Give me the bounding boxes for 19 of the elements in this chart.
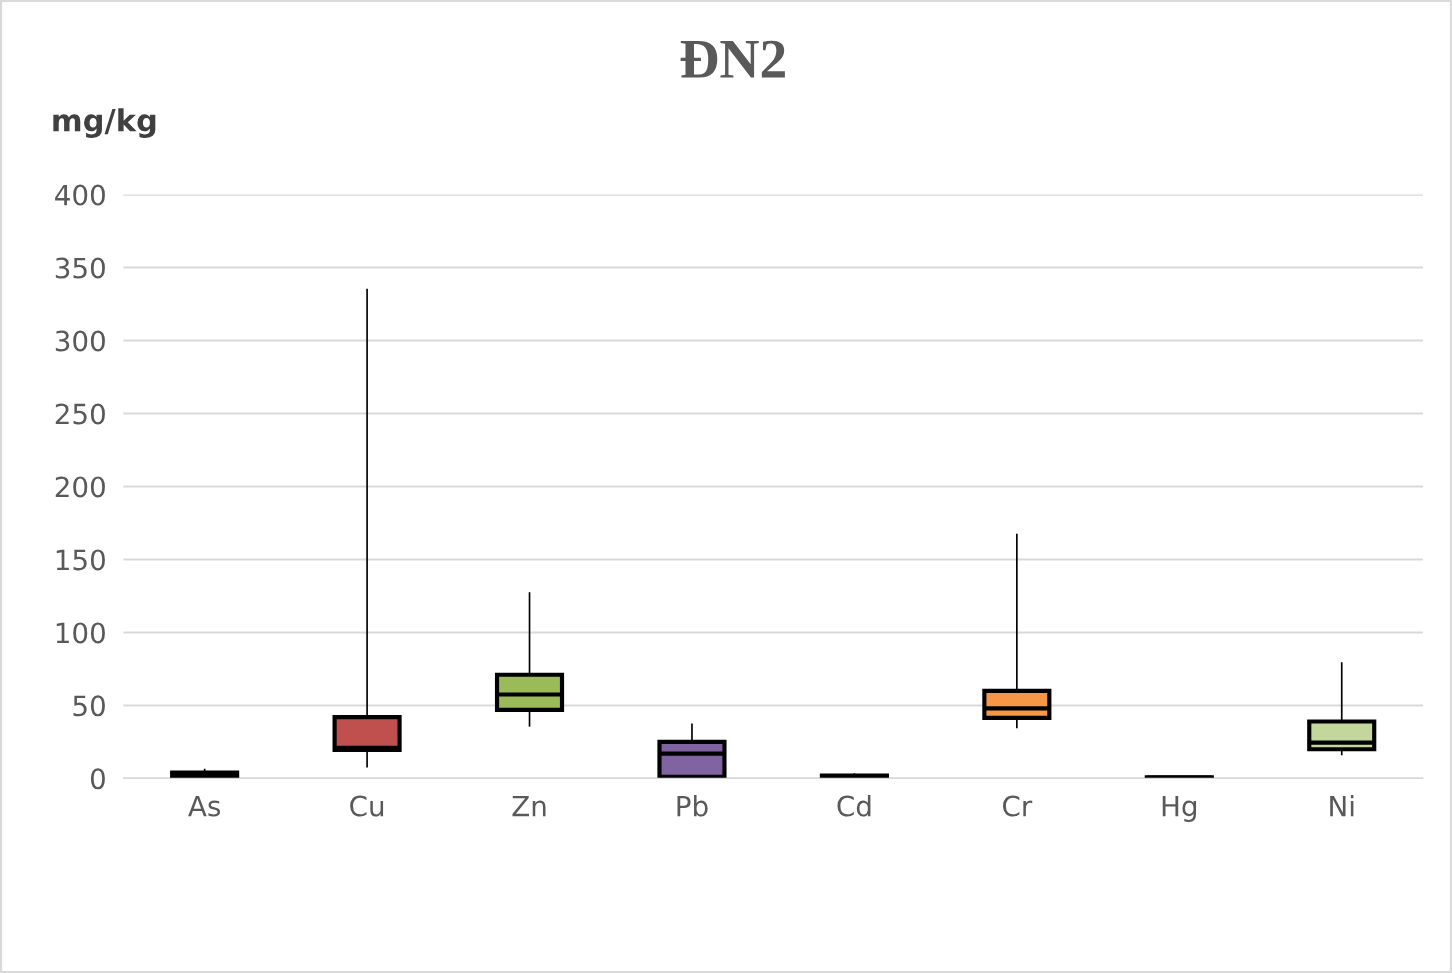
- x-tick-label: Cd: [837, 795, 871, 817]
- chart-title: ĐN2: [680, 40, 785, 78]
- y-tick-label: 100: [56, 622, 105, 644]
- x-tick-label: Cr: [1003, 795, 1033, 817]
- y-tick-label: 350: [55, 257, 105, 279]
- y-axis-title: mg/kg: [53, 108, 156, 138]
- x-tick-label: Pb: [677, 795, 708, 817]
- y-tick-label: 300: [55, 330, 105, 352]
- y-tick-label: 150: [56, 549, 105, 571]
- x-tick-label: Cu: [350, 795, 384, 817]
- x-tick-label: As: [188, 795, 221, 817]
- x-tick-label: Ni: [1330, 795, 1354, 817]
- x-tick-label: Zn: [512, 795, 546, 817]
- y-tick-label: 0: [90, 768, 105, 790]
- y-tick-label: 400: [55, 184, 105, 206]
- x-tick-label: Hg: [1162, 795, 1197, 822]
- y-tick-label: 50: [73, 695, 105, 717]
- y-tick-label: 250: [55, 403, 105, 425]
- y-tick-label: 200: [55, 476, 105, 498]
